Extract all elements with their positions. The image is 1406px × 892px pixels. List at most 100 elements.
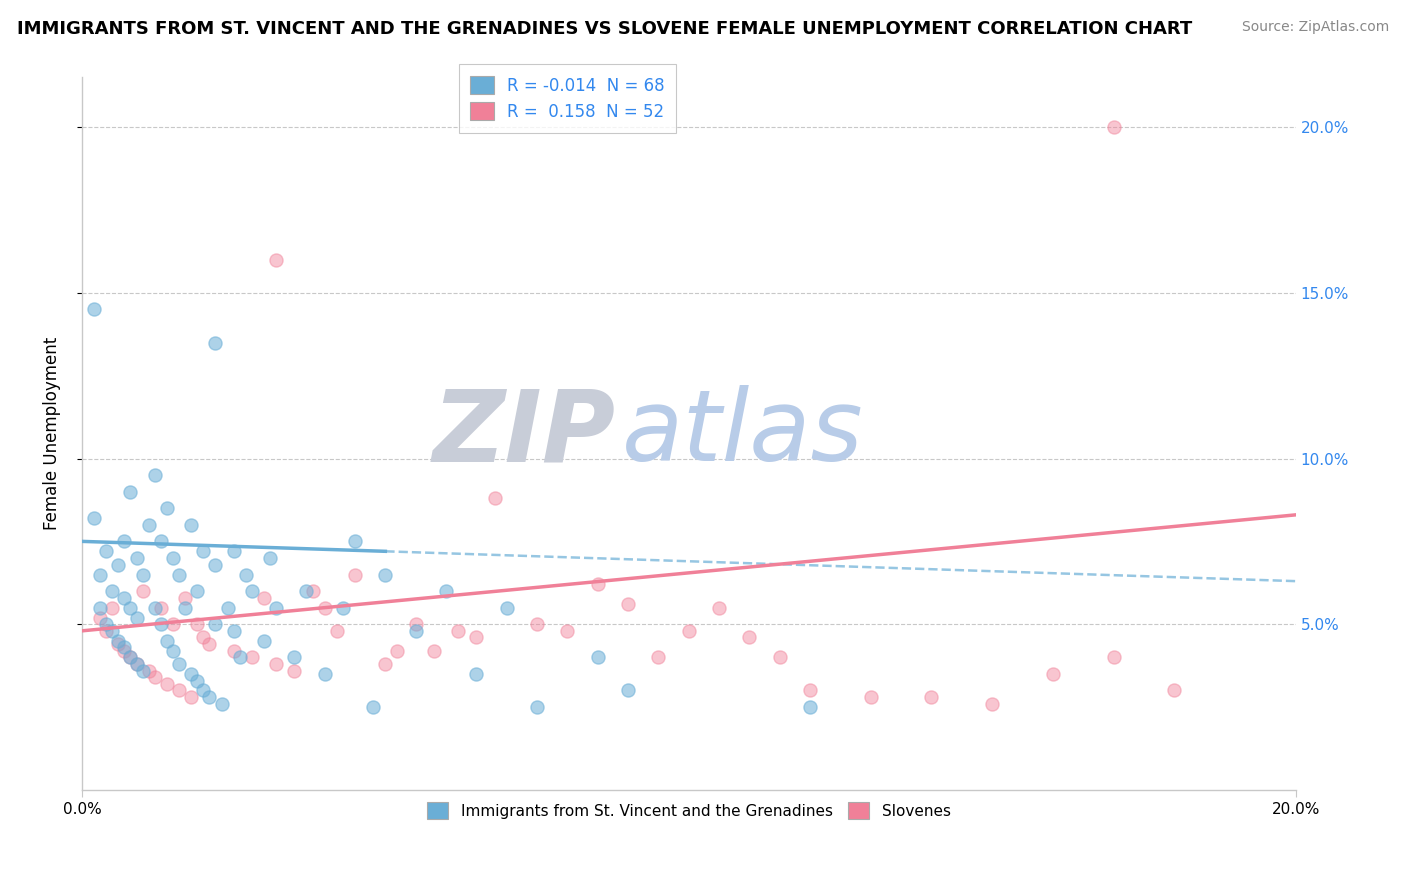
Point	[107, 633, 129, 648]
Point	[162, 550, 184, 565]
Point	[235, 567, 257, 582]
Point	[174, 600, 197, 615]
Point	[120, 600, 142, 615]
Point	[921, 690, 943, 705]
Point	[405, 624, 427, 638]
Point	[240, 584, 263, 599]
Point	[240, 650, 263, 665]
Point	[96, 544, 118, 558]
Point	[120, 650, 142, 665]
Point	[423, 644, 446, 658]
Point	[326, 624, 349, 638]
Point	[186, 584, 208, 599]
Point	[112, 644, 135, 658]
Point	[180, 690, 202, 705]
Point	[484, 491, 506, 506]
Text: IMMIGRANTS FROM ST. VINCENT AND THE GRENADINES VS SLOVENE FEMALE UNEMPLOYMENT CO: IMMIGRANTS FROM ST. VINCENT AND THE GREN…	[17, 20, 1192, 37]
Point	[186, 673, 208, 688]
Text: ZIP: ZIP	[433, 385, 616, 483]
Point	[83, 511, 105, 525]
Point	[162, 644, 184, 658]
Point	[101, 584, 124, 599]
Point	[222, 624, 245, 638]
Point	[131, 567, 153, 582]
Point	[253, 591, 276, 605]
Point	[112, 591, 135, 605]
Point	[586, 577, 609, 591]
Point	[283, 664, 305, 678]
Point	[374, 567, 396, 582]
Point	[1042, 667, 1064, 681]
Point	[149, 534, 172, 549]
Y-axis label: Female Unemployment: Female Unemployment	[44, 337, 60, 531]
Point	[222, 644, 245, 658]
Point	[180, 517, 202, 532]
Point	[198, 690, 221, 705]
Point	[799, 683, 821, 698]
Point	[89, 600, 111, 615]
Point	[707, 600, 730, 615]
Point	[193, 683, 215, 698]
Point	[586, 650, 609, 665]
Point	[332, 600, 354, 615]
Point	[167, 567, 190, 582]
Point	[526, 700, 548, 714]
Point	[647, 650, 669, 665]
Text: Source: ZipAtlas.com: Source: ZipAtlas.com	[1241, 20, 1389, 34]
Point	[120, 650, 142, 665]
Point	[204, 558, 226, 572]
Point	[131, 584, 153, 599]
Point	[344, 567, 367, 582]
Point	[143, 600, 166, 615]
Point	[678, 624, 700, 638]
Point	[295, 584, 318, 599]
Point	[125, 657, 148, 671]
Point	[1102, 650, 1125, 665]
Point	[186, 617, 208, 632]
Point	[283, 650, 305, 665]
Point	[138, 517, 160, 532]
Point	[259, 550, 281, 565]
Point	[344, 534, 367, 549]
Point	[264, 657, 287, 671]
Point	[125, 657, 148, 671]
Point	[193, 544, 215, 558]
Point	[167, 683, 190, 698]
Point	[264, 252, 287, 267]
Point	[526, 617, 548, 632]
Point	[1102, 120, 1125, 135]
Point	[112, 534, 135, 549]
Point	[1163, 683, 1185, 698]
Point	[204, 335, 226, 350]
Point	[617, 683, 640, 698]
Point	[617, 598, 640, 612]
Point	[738, 631, 761, 645]
Point	[361, 700, 384, 714]
Point	[217, 600, 239, 615]
Point	[981, 697, 1004, 711]
Point	[89, 610, 111, 624]
Point	[83, 302, 105, 317]
Point	[101, 624, 124, 638]
Point	[174, 591, 197, 605]
Point	[101, 600, 124, 615]
Point	[859, 690, 882, 705]
Point	[107, 558, 129, 572]
Point	[131, 664, 153, 678]
Point	[167, 657, 190, 671]
Point	[495, 600, 517, 615]
Point	[125, 550, 148, 565]
Point	[557, 624, 579, 638]
Point	[387, 644, 409, 658]
Point	[143, 468, 166, 483]
Point	[96, 624, 118, 638]
Point	[314, 667, 336, 681]
Point	[156, 633, 179, 648]
Point	[156, 501, 179, 516]
Point	[89, 567, 111, 582]
Point	[204, 617, 226, 632]
Point	[149, 617, 172, 632]
Point	[107, 637, 129, 651]
Point	[264, 600, 287, 615]
Point	[222, 544, 245, 558]
